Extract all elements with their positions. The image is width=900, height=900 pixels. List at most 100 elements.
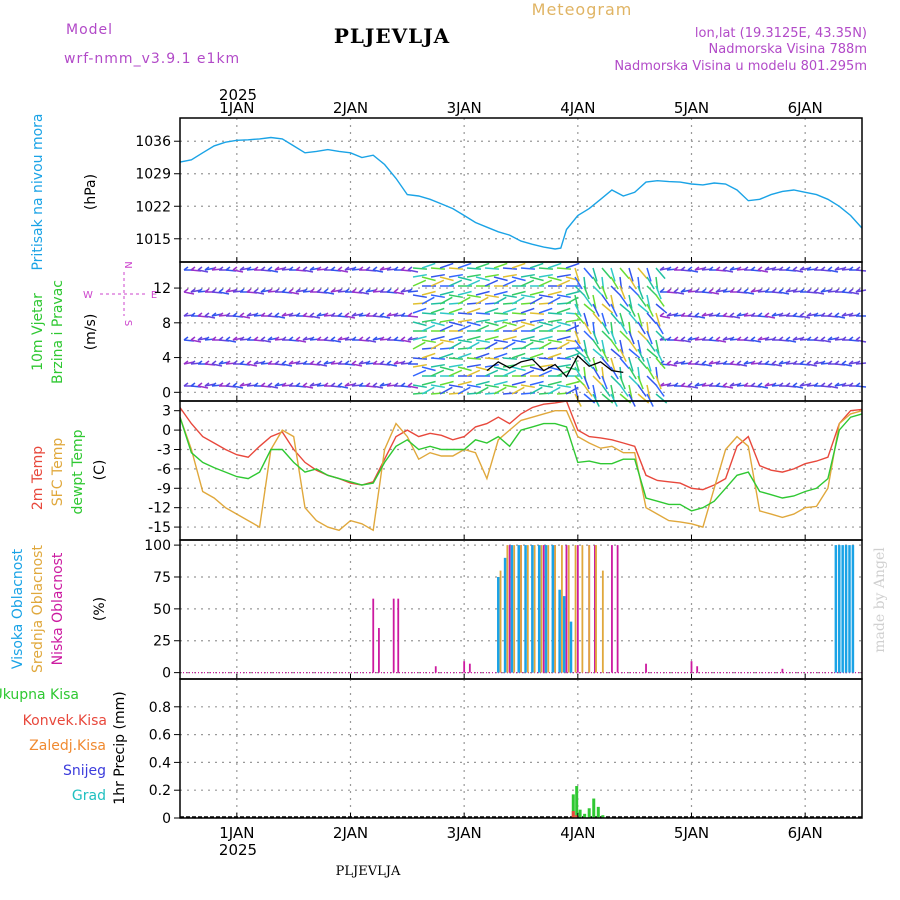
- wind-arrow: [538, 279, 553, 287]
- wind-arrow-head: [274, 288, 280, 293]
- wind-arrow: [655, 285, 662, 300]
- wind-arrow-head: [743, 336, 749, 341]
- wind-arrow: [722, 385, 734, 389]
- wind-arrow-head: [267, 266, 273, 271]
- wind-arrow-head: [295, 266, 301, 271]
- wind-arrow: [538, 341, 552, 350]
- wind-arrow-head: [302, 336, 308, 341]
- wind-arrow-head: [400, 312, 406, 317]
- wind-arrow-head: [274, 266, 280, 271]
- day-label-top: 5JAN: [674, 99, 709, 117]
- wind-arrow: [448, 369, 463, 377]
- wind-arrow: [430, 384, 445, 389]
- wind-arrow-head: [673, 312, 679, 317]
- wind-arrow: [484, 341, 498, 350]
- ytick-label: 4: [162, 351, 171, 367]
- wind-arrow-head: [722, 266, 728, 271]
- ylabel-temp-dewpt: dewpt Temp: [70, 429, 86, 514]
- wind-arrow-head: [316, 382, 322, 387]
- wind-arrow: [583, 285, 590, 300]
- wind-arrow-head: [197, 312, 203, 317]
- wind-arrow-head: [183, 266, 189, 271]
- ytick-label: 1015: [135, 232, 171, 248]
- wind-arrow: [511, 380, 526, 386]
- wind-arrow: [601, 312, 607, 327]
- wind-arrow: [351, 363, 363, 367]
- wind-arrow-head: [764, 360, 770, 365]
- cloud-bar: [542, 545, 545, 673]
- wind-arrow-head: [260, 336, 266, 341]
- wind-arrow: [855, 362, 867, 365]
- wind-arrow-head: [260, 288, 266, 293]
- wind-arrow: [183, 291, 195, 295]
- wind-arrow-head: [820, 312, 826, 317]
- wind-arrow: [619, 267, 630, 280]
- wind-arrow: [323, 291, 335, 295]
- wind-arrow-head: [848, 266, 854, 271]
- wind-arrow: [430, 279, 445, 287]
- cloud-bar: [517, 545, 520, 673]
- cloud-bar: [503, 557, 507, 673]
- wind-arrow: [565, 290, 580, 296]
- wind-arrows: [183, 262, 867, 407]
- wind-arrow: [619, 312, 625, 327]
- wind-arrow-head: [687, 336, 693, 341]
- wind-arrow-head: [736, 336, 742, 341]
- wind-arrow-head: [757, 336, 763, 341]
- compass-n: N: [122, 261, 133, 268]
- wind-arrow: [556, 267, 572, 270]
- wind-arrow-head: [771, 382, 777, 387]
- panel-frame: [179, 261, 863, 402]
- wind-arrow: [484, 369, 499, 377]
- wind-arrow: [430, 369, 445, 377]
- wind-arrow-head: [666, 312, 672, 317]
- wind-arrow: [610, 312, 621, 325]
- wind-arrow: [619, 348, 627, 362]
- wind-arrow-head: [799, 312, 805, 317]
- wind-arrow: [511, 339, 526, 344]
- wind-arrow: [583, 303, 596, 314]
- wind-arrow-head: [792, 382, 798, 387]
- wind-arrow: [511, 312, 527, 315]
- wind-arrow-head: [204, 266, 210, 271]
- wind-arrow: [457, 296, 471, 305]
- wind-arrow: [475, 318, 490, 323]
- day-label-bottom: 4JAN: [560, 824, 595, 842]
- wind-arrow-head: [204, 336, 210, 341]
- wind-arrow: [493, 339, 508, 344]
- wind-arrow: [421, 386, 435, 395]
- wind-arrow: [302, 385, 314, 389]
- wind-arrow-head: [281, 312, 287, 317]
- wind-arrow: [358, 291, 370, 295]
- station-title: PLJEVLJA: [334, 24, 450, 48]
- wind-arrow: [601, 339, 606, 354]
- wind-arrow-head: [365, 266, 371, 271]
- wind-arrow-head: [729, 360, 735, 365]
- wind-speed-line: [486, 354, 624, 378]
- ytick-label: 0.4: [149, 755, 171, 771]
- wind-arrow-head: [253, 382, 259, 387]
- ylabel-pressure: Pritisak na nivou mora (hPa): [30, 113, 99, 270]
- wind-arrow: [637, 357, 648, 370]
- wind-arrow: [493, 276, 508, 282]
- wind-arrow-head: [785, 266, 791, 271]
- wind-arrow: [475, 296, 489, 305]
- wind-arrow-head: [757, 312, 763, 317]
- day-label-top: 6JAN: [788, 99, 823, 117]
- wind-arrow-head: [715, 360, 721, 365]
- wind-arrow: [565, 380, 580, 386]
- wind-arrow-head: [659, 288, 665, 293]
- cloud-bar: [593, 545, 596, 673]
- wind-arrow: [628, 384, 633, 399]
- wind-arrow: [439, 324, 454, 332]
- cloud-bar: [576, 545, 579, 673]
- wind-arrow: [637, 375, 644, 390]
- wind-arrow-head: [750, 288, 756, 293]
- wind-arrow-head: [211, 288, 217, 293]
- wind-arrow-head: [407, 382, 413, 387]
- wind-arrow: [547, 380, 562, 386]
- wind-arrow: [764, 315, 776, 319]
- wind-arrow: [610, 294, 615, 309]
- cloud-bar: [690, 661, 693, 673]
- wind-arrow-head: [260, 360, 266, 365]
